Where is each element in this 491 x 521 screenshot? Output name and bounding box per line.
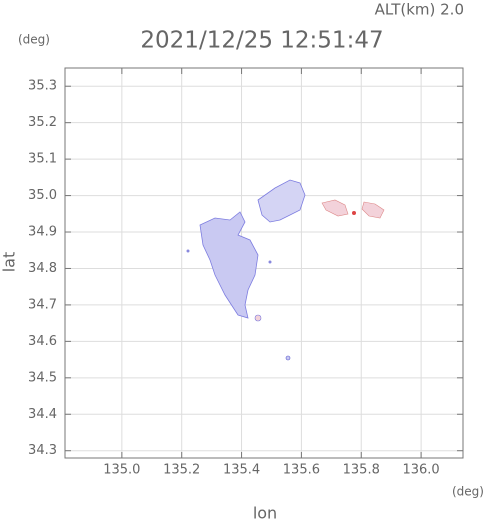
echo-spot — [352, 211, 356, 215]
y-tick-label: 35.0 — [28, 188, 57, 203]
x-axis-label: lon — [253, 504, 277, 521]
echo-spot — [254, 314, 262, 322]
altitude: ALT(km) 2.0 — [375, 1, 464, 19]
echo-area — [257, 179, 306, 223]
y-tick-label: 34.9 — [28, 225, 57, 240]
chart-title: 2021/12/25 12:51:47 — [140, 28, 383, 54]
echo-spot — [285, 355, 291, 361]
y-axis-label: lat — [0, 252, 19, 273]
y-tick-label: 34.4 — [28, 407, 57, 422]
y-tick-label: 35.2 — [28, 115, 57, 130]
x-tick-label: 135.4 — [223, 463, 260, 478]
grid — [65, 68, 463, 458]
y-tick-label: 34.6 — [28, 334, 57, 349]
echo-spot — [268, 260, 272, 264]
x-unit: (deg) — [452, 485, 484, 499]
echo-area — [321, 199, 349, 217]
y-tick-label: 34.3 — [28, 443, 57, 458]
y-tick-label: 35.1 — [28, 152, 57, 167]
x-tick-label: 135.8 — [343, 463, 380, 478]
y-unit: (deg) — [18, 33, 50, 47]
y-tick-label: 34.7 — [28, 297, 57, 312]
echo-field — [186, 179, 385, 361]
plot-frame — [64, 67, 464, 459]
echo-area — [199, 211, 259, 319]
x-tick-label: 135.2 — [163, 463, 200, 478]
echo-area — [361, 201, 385, 219]
x-tick-label: 136.0 — [402, 463, 439, 478]
x-tick-label: 135.6 — [283, 463, 320, 478]
y-tick-label: 35.3 — [28, 79, 57, 94]
x-tick-label: 135.0 — [103, 463, 140, 478]
y-tick-label: 34.8 — [28, 261, 57, 276]
echo-spot — [186, 249, 190, 253]
y-tick-label: 34.5 — [28, 370, 57, 385]
